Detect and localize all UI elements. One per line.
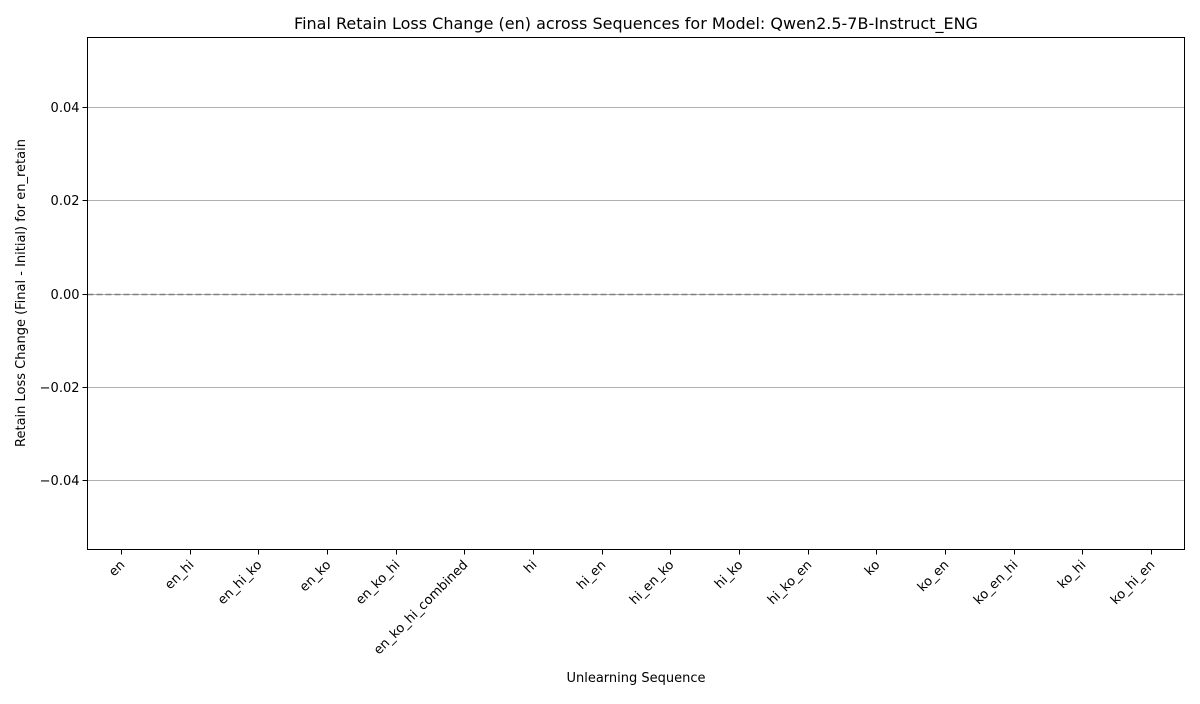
x-tick-label-hi_en_ko: hi_en_ko xyxy=(627,558,677,608)
y-tick-label: 0.02 xyxy=(51,194,80,209)
x-tick-label-en_ko_hi: en_ko_hi xyxy=(353,558,403,608)
x-tick-label-hi_en: hi_en xyxy=(574,558,609,593)
y-tick-label: −0.02 xyxy=(40,381,80,396)
x-tick-label-en_hi: en_hi xyxy=(162,558,197,593)
y-axis-label: Retain Loss Change (Final - Initial) for… xyxy=(14,139,29,447)
y-tick-label: −0.04 xyxy=(40,474,80,489)
x-tick-label-hi: hi xyxy=(521,558,540,577)
y-axis: −0.04 −0.02 0.00 0.02 0.04 xyxy=(40,101,88,489)
x-tick-label-ko_en_hi: ko_en_hi xyxy=(971,558,1021,608)
y-tick-label: 0.04 xyxy=(51,101,80,116)
x-tick-label-hi_ko: hi_ko xyxy=(712,558,746,592)
x-tick-label-ko_hi: ko_hi xyxy=(1055,558,1089,592)
x-tick-label-hi_ko_en: hi_ko_en xyxy=(765,558,815,608)
x-axis-label: Unlearning Sequence xyxy=(566,671,705,686)
x-tick-label-en_ko: en_ko xyxy=(297,558,334,595)
x-tick-label-en_hi_ko: en_hi_ko xyxy=(215,558,265,608)
x-tick-label-ko: ko xyxy=(862,558,883,579)
plot-frame xyxy=(87,37,1185,550)
chart-title: Final Retain Loss Change (en) across Seq… xyxy=(294,14,978,34)
y-tick-label: 0.00 xyxy=(51,288,80,303)
x-tick-label-en: en xyxy=(106,558,128,580)
x-tick-label-ko_en: ko_en xyxy=(915,558,952,595)
x-tick-label-ko_hi_en: ko_hi_en xyxy=(1108,558,1158,608)
x-axis: en en_hi en_hi_ko en_ko en_ko_hien_ko_hi_com… xyxy=(106,549,1158,658)
